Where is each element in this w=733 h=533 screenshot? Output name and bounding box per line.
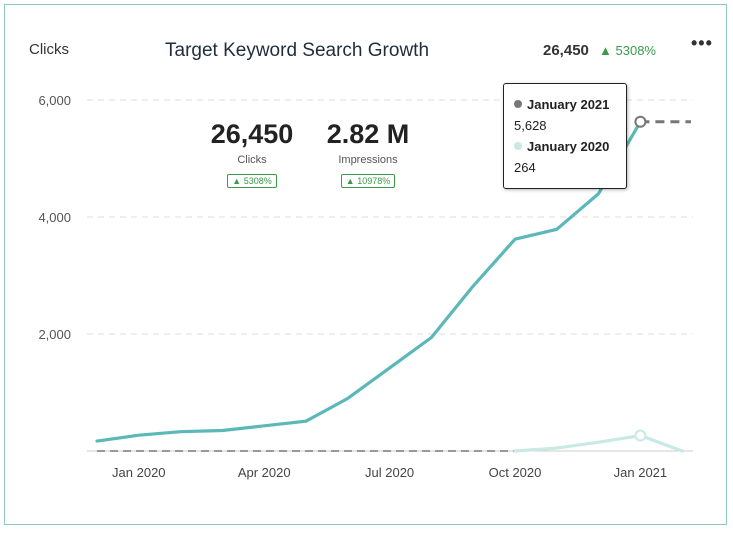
kpi-impressions: 2.82 M Impressions ▲ 10978% — [313, 119, 423, 189]
more-horizontal-icon[interactable]: ••• — [691, 33, 713, 53]
line-chart: 2,000 4,000 6,000 Jan 2020 Apr 2020 Jul 2020 O… — [38, 93, 693, 480]
chart-title: Target Keyword Search Growth — [165, 40, 430, 61]
up-arrow-icon: ▲ — [232, 176, 242, 186]
kpi-impressions-change-badge: ▲ 10978% — [340, 174, 396, 188]
x-tick-label: Apr 2020 — [238, 465, 291, 480]
previous-series-line — [513, 433, 684, 453]
x-tick-label: Jan 2020 — [112, 465, 166, 480]
dot-icon — [514, 142, 522, 150]
x-tick-label: Jul 2020 — [365, 465, 414, 480]
current-hover-marker — [634, 115, 647, 128]
tooltip-previous-value: 264 — [514, 160, 536, 175]
kpi-clicks-value: 26,450 — [210, 119, 294, 149]
header-change-value: 5308% — [615, 43, 656, 58]
y-tick-label: 6,000 — [38, 93, 71, 108]
x-tick-label: Oct 2020 — [489, 465, 542, 480]
kpi-clicks: 26,450 Clicks ▲ 5308% — [197, 119, 307, 189]
kpi-clicks-label: Clicks — [237, 154, 267, 166]
metric-label: Clicks — [29, 41, 69, 58]
chart-tooltip: January 2021 5,628 January 2020 264 — [503, 83, 627, 189]
tooltip-current-label-row: January 2021 — [514, 97, 609, 112]
dot-icon — [514, 100, 522, 108]
kpi-clicks-change: 5308% — [243, 176, 272, 186]
kpi-clicks-change-badge: ▲ 5308% — [227, 174, 277, 188]
header-total: 26,450 — [543, 42, 589, 59]
kpi-impressions-change: 10978% — [357, 176, 391, 186]
tooltip-previous-label: January 2020 — [527, 139, 610, 154]
tooltip-previous-label-row: January 2020 — [514, 139, 609, 154]
chart-card: Clicks Target Keyword Search Growth 26,4… — [4, 4, 727, 525]
current-series-line — [95, 120, 643, 443]
kpi-impressions-value: 2.82 M — [326, 119, 410, 149]
y-tick-label: 4,000 — [38, 210, 71, 225]
y-tick-label: 2,000 — [38, 327, 71, 342]
tooltip-current-value: 5,628 — [514, 118, 547, 133]
previous-hover-marker — [634, 429, 647, 442]
x-tick-label: Jan 2021 — [614, 465, 668, 480]
up-arrow-icon: ▲ — [599, 43, 612, 58]
up-arrow-icon: ▲ — [345, 176, 355, 186]
kpi-impressions-label: Impressions — [338, 154, 398, 166]
tooltip-current-label: January 2021 — [527, 97, 610, 112]
header-change: ▲ 5308% — [599, 43, 656, 58]
